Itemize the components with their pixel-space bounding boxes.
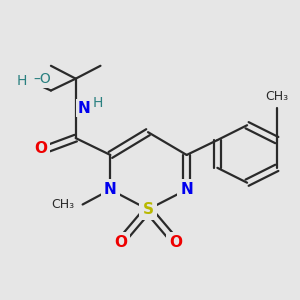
Text: H: H [92, 96, 103, 110]
Text: –O: –O [33, 72, 51, 86]
Text: H: H [17, 74, 27, 88]
Text: CH₃: CH₃ [265, 90, 288, 104]
Text: NH: NH [78, 101, 103, 116]
Text: O: O [169, 235, 182, 250]
Text: CH₃: CH₃ [52, 198, 75, 211]
Text: N: N [180, 182, 193, 197]
Text: O: O [114, 235, 127, 250]
Text: O: O [34, 140, 47, 155]
Text: N: N [104, 182, 117, 197]
Text: S: S [142, 202, 154, 217]
